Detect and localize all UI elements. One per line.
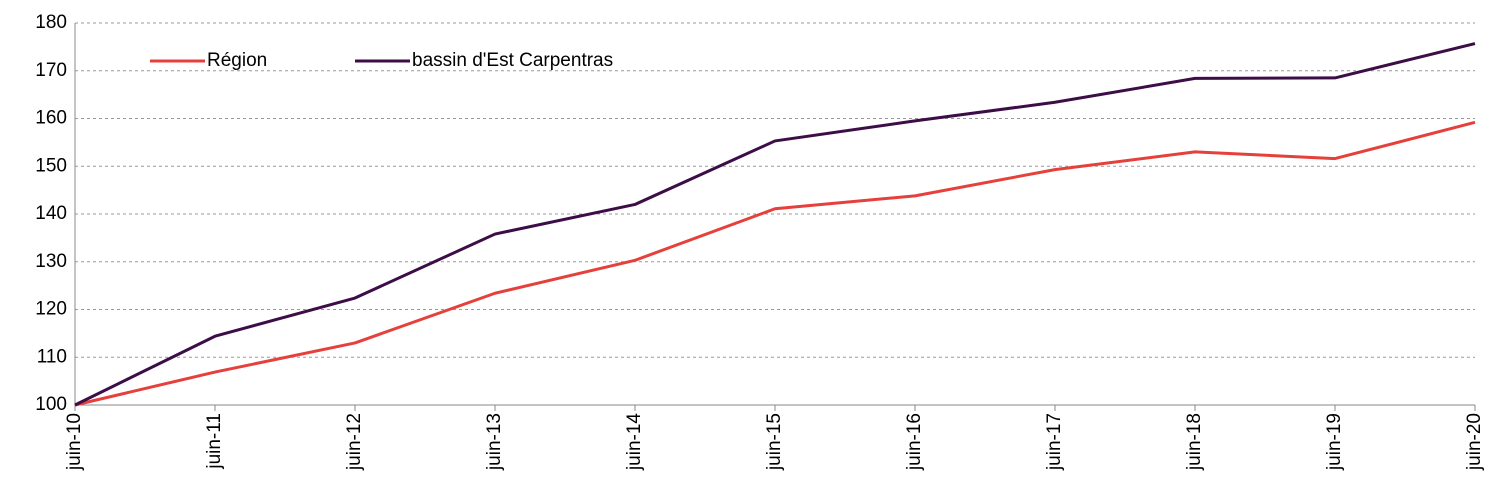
legend-label: bassin d'Est Carpentras [412, 50, 613, 71]
y-tick-label: 110 [37, 346, 67, 367]
legend-label: Région [207, 50, 267, 71]
x-tick-label: juin-19 [1324, 413, 1345, 471]
y-tick-label: 180 [35, 12, 67, 33]
y-tick-label: 130 [35, 251, 67, 272]
y-tick-label: 160 [35, 108, 67, 129]
y-tick-label: 170 [35, 60, 67, 81]
x-tick-label: juin-14 [624, 413, 645, 471]
y-tick-label: 100 [35, 394, 67, 415]
x-tick-label: juin-20 [1464, 413, 1485, 471]
x-tick-label: juin-15 [764, 413, 785, 471]
x-tick-label: juin-10 [64, 413, 85, 471]
y-tick-label: 150 [35, 155, 67, 176]
x-tick-label: juin-11 [204, 413, 225, 470]
series-line [74, 120, 1476, 407]
x-tick-label: juin-18 [1184, 413, 1205, 471]
y-tick-label: 120 [35, 299, 67, 320]
x-tick-label: juin-17 [1044, 413, 1065, 471]
x-tick-label: juin-13 [484, 413, 505, 471]
x-tick-label: juin-16 [904, 413, 925, 471]
y-tick-label: 140 [35, 203, 67, 224]
series-line [74, 42, 1476, 407]
x-tick-label: juin-12 [344, 413, 365, 471]
